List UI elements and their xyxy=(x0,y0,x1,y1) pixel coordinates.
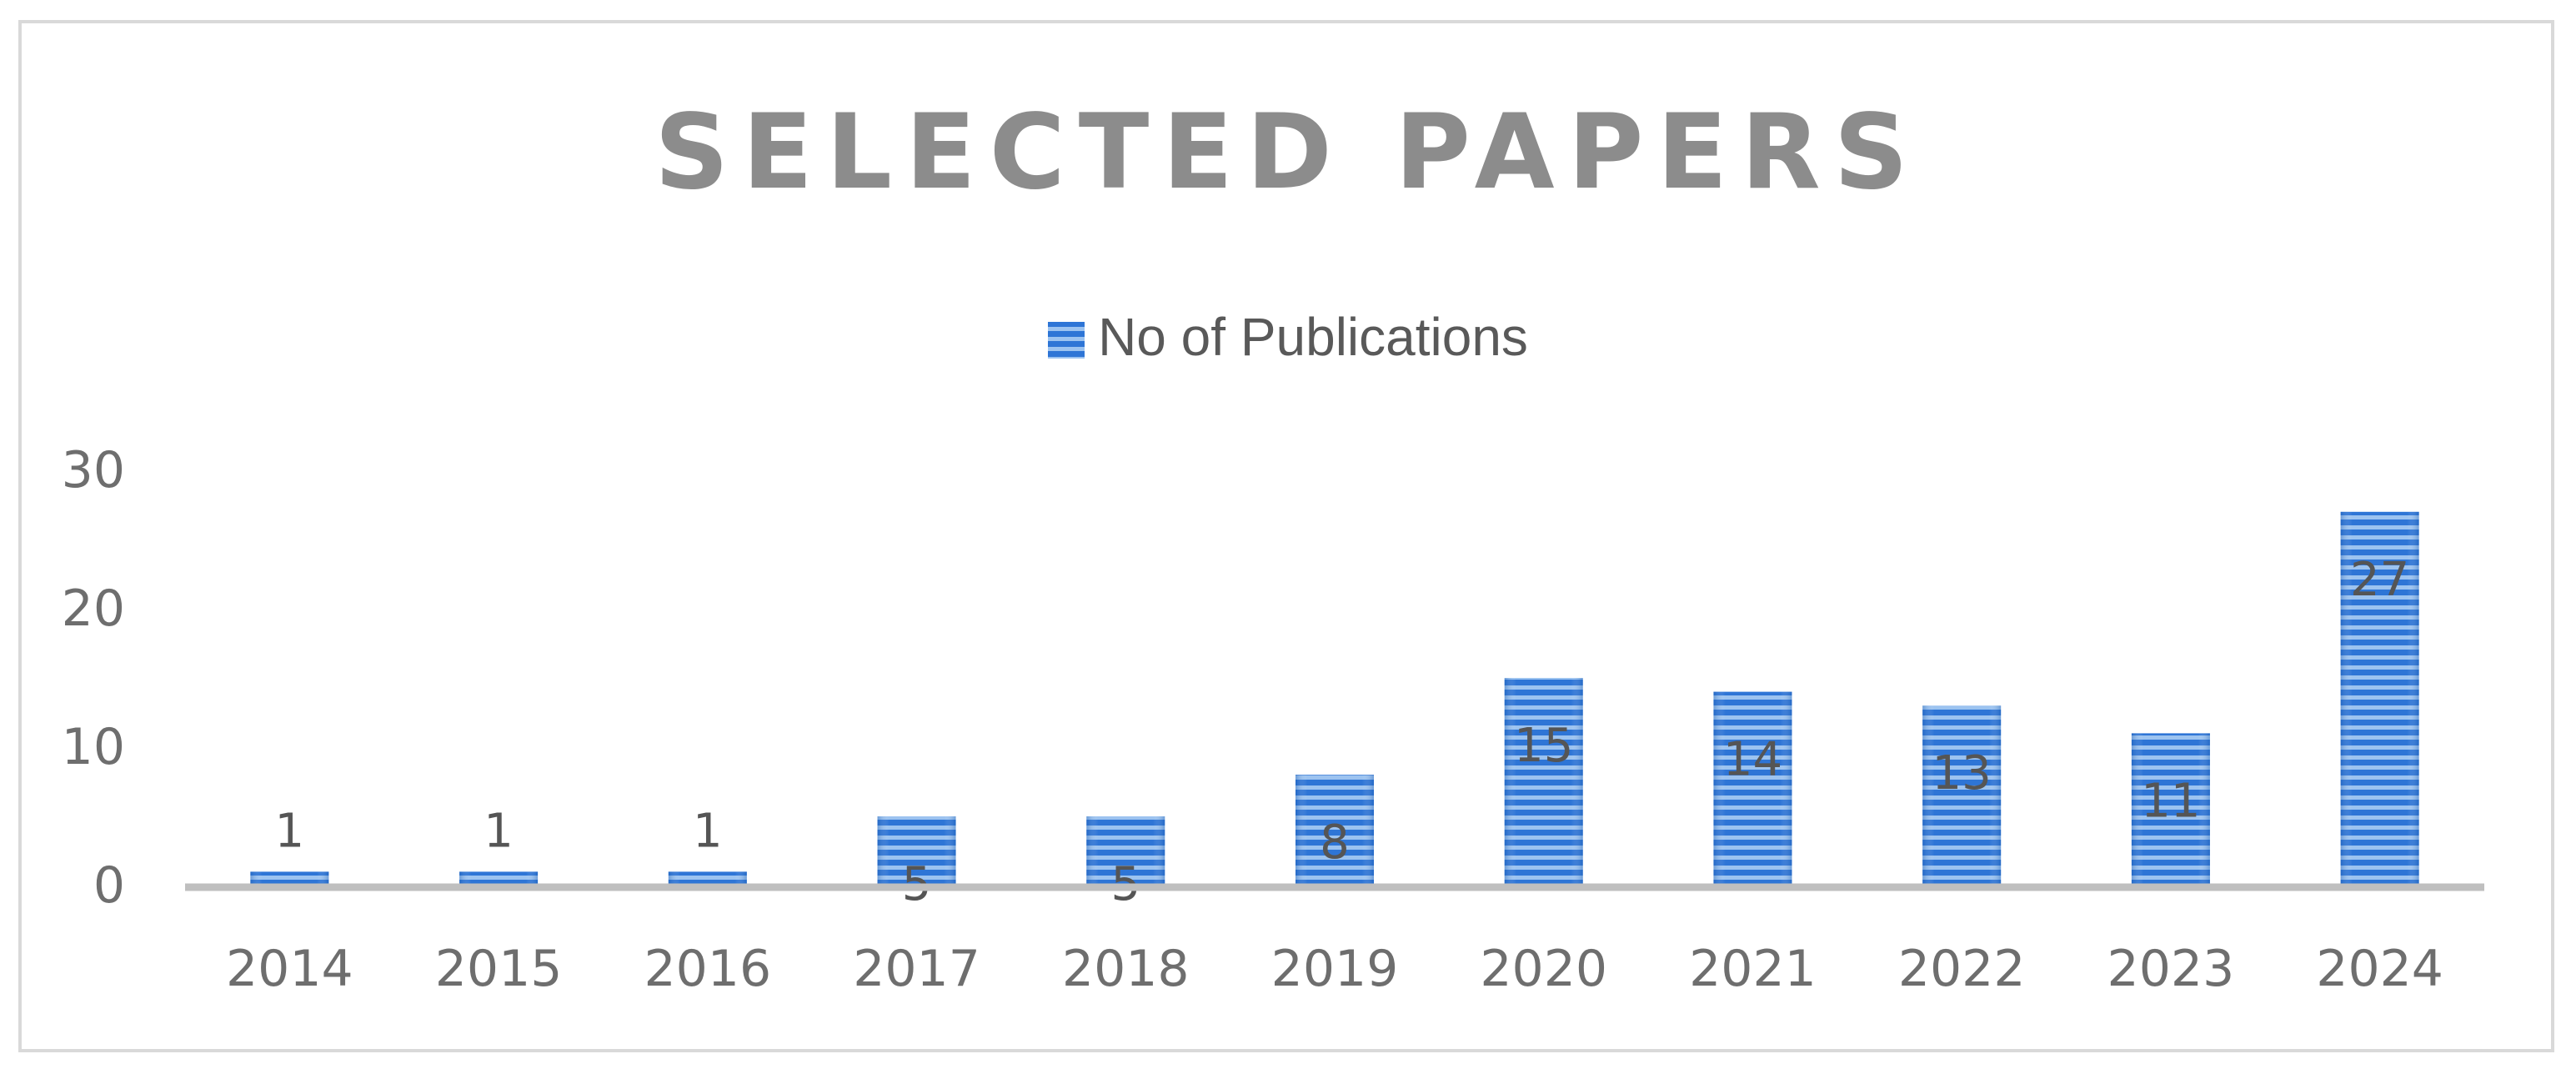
y-tick-label: 10 xyxy=(62,718,125,776)
x-tick-label: 2015 xyxy=(435,940,563,998)
data-label: 1 xyxy=(484,804,514,858)
data-label: 13 xyxy=(1932,746,1992,800)
bar-shade xyxy=(1922,705,2002,886)
bar-2021 xyxy=(1713,691,1792,886)
legend-swatch xyxy=(1048,322,1085,359)
data-label: 27 xyxy=(2350,553,2409,607)
bar-shade xyxy=(2340,511,2419,886)
x-tick-label: 2014 xyxy=(226,940,353,998)
bar-2022 xyxy=(1922,705,2002,886)
x-tick-label: 2024 xyxy=(2316,940,2443,998)
bars-group xyxy=(250,511,2419,886)
x-tick-label: 2020 xyxy=(1480,940,1607,998)
bar-shade xyxy=(1296,775,1374,886)
data-label: 15 xyxy=(1514,719,1573,773)
legend-label: No of Publications xyxy=(1098,307,1528,367)
y-tick-label: 30 xyxy=(62,441,125,499)
bar-2016 xyxy=(668,871,747,886)
data-labels-group: 1115581514131127 xyxy=(275,553,2410,911)
x-tick-label: 2017 xyxy=(853,940,980,998)
y-tick-label: 0 xyxy=(93,856,125,915)
x-axis: 2014 2015 2016 2017 2018 2019 2020 2021 2022 2023… xyxy=(185,883,2484,998)
bar-shade xyxy=(2131,733,2210,886)
x-tick-label: 2023 xyxy=(2107,940,2235,998)
bar-shade xyxy=(1086,816,1165,886)
y-axis: 0 10 20 30 xyxy=(62,441,125,915)
bar-2014 xyxy=(250,871,329,886)
data-label: 11 xyxy=(2141,774,2200,828)
bar-shade xyxy=(877,816,956,886)
bar-2019 xyxy=(1296,775,1374,886)
bar-2018 xyxy=(1086,816,1165,886)
x-tick-label: 2018 xyxy=(1062,940,1190,998)
x-tick-label: 2016 xyxy=(644,940,771,998)
y-tick-label: 20 xyxy=(62,580,125,638)
data-label: 1 xyxy=(693,804,723,858)
bar-shade xyxy=(459,871,539,886)
x-tick-label: 2019 xyxy=(1271,940,1399,998)
bar-shade xyxy=(250,871,329,886)
data-label: 1 xyxy=(275,804,305,858)
x-tick-label: 2022 xyxy=(1898,940,2026,998)
bar-2015 xyxy=(459,871,539,886)
bar-2024 xyxy=(2340,511,2419,886)
chart-legend: No of Publications xyxy=(0,304,2576,370)
x-tick-label: 2021 xyxy=(1689,940,1817,998)
data-label: 14 xyxy=(1723,733,1782,787)
bar-shade xyxy=(1713,691,1792,886)
bar-2023 xyxy=(2131,733,2210,886)
bar-shade xyxy=(1504,678,1583,886)
chart-title: SELECTED PAPERS xyxy=(654,93,1922,213)
bar-2020 xyxy=(1504,678,1583,886)
data-label: 8 xyxy=(1320,816,1350,870)
bar-2017 xyxy=(877,816,956,886)
bar-shade xyxy=(668,871,747,886)
